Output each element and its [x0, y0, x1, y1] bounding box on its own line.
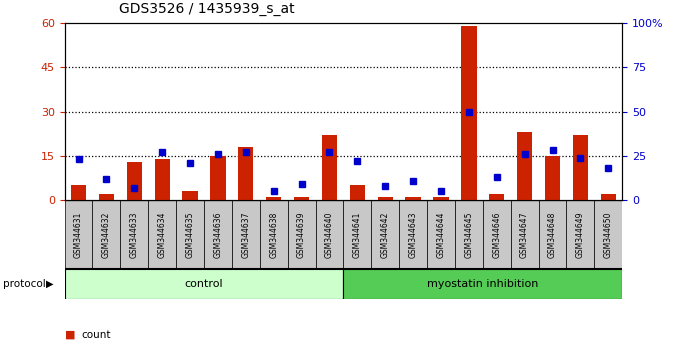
Bar: [399, 200, 427, 269]
Text: GSM344640: GSM344640: [325, 211, 334, 258]
Text: GSM344646: GSM344646: [492, 211, 501, 258]
Bar: [210, 156, 226, 200]
Text: GSM344649: GSM344649: [576, 211, 585, 258]
Text: GSM344638: GSM344638: [269, 211, 278, 258]
Bar: [461, 26, 477, 200]
Text: GSM344650: GSM344650: [604, 211, 613, 258]
Bar: [405, 197, 421, 200]
Bar: [126, 162, 142, 200]
Bar: [455, 200, 483, 269]
Bar: [322, 135, 337, 200]
Bar: [65, 200, 92, 269]
Bar: [545, 156, 560, 200]
Bar: [238, 147, 254, 200]
Text: GSM344636: GSM344636: [214, 211, 222, 258]
Text: GSM344631: GSM344631: [74, 211, 83, 258]
Text: myostatin inhibition: myostatin inhibition: [427, 279, 539, 289]
Bar: [573, 135, 588, 200]
Text: GSM344635: GSM344635: [186, 211, 194, 258]
Bar: [204, 200, 232, 269]
Bar: [316, 200, 343, 269]
Text: control: control: [185, 279, 223, 289]
Text: GSM344641: GSM344641: [353, 211, 362, 258]
Bar: [232, 200, 260, 269]
Text: GSM344643: GSM344643: [409, 211, 418, 258]
Bar: [517, 132, 532, 200]
Bar: [99, 194, 114, 200]
Text: GSM344639: GSM344639: [297, 211, 306, 258]
Bar: [260, 200, 288, 269]
Text: GSM344645: GSM344645: [464, 211, 473, 258]
Bar: [539, 200, 566, 269]
Text: GSM344648: GSM344648: [548, 211, 557, 258]
Text: ▶: ▶: [46, 279, 54, 289]
Text: GSM344644: GSM344644: [437, 211, 445, 258]
Bar: [350, 185, 365, 200]
Text: GDS3526 / 1435939_s_at: GDS3526 / 1435939_s_at: [119, 2, 294, 16]
Bar: [71, 185, 86, 200]
Bar: [594, 200, 622, 269]
Bar: [566, 200, 594, 269]
Bar: [120, 200, 148, 269]
Bar: [433, 197, 449, 200]
Text: GSM344634: GSM344634: [158, 211, 167, 258]
Bar: [266, 197, 282, 200]
Bar: [511, 200, 539, 269]
Bar: [176, 200, 204, 269]
Bar: [148, 200, 176, 269]
Bar: [288, 200, 316, 269]
Text: GSM344637: GSM344637: [241, 211, 250, 258]
Bar: [294, 197, 309, 200]
Bar: [343, 269, 622, 299]
Text: count: count: [82, 330, 111, 339]
Text: protocol: protocol: [3, 279, 46, 289]
Bar: [483, 200, 511, 269]
Bar: [377, 197, 393, 200]
Text: GSM344647: GSM344647: [520, 211, 529, 258]
Bar: [92, 200, 120, 269]
Text: GSM344642: GSM344642: [381, 211, 390, 258]
Text: GSM344633: GSM344633: [130, 211, 139, 258]
Bar: [65, 269, 343, 299]
Text: GSM344632: GSM344632: [102, 211, 111, 258]
Bar: [600, 194, 616, 200]
Bar: [427, 200, 455, 269]
Bar: [182, 191, 198, 200]
Bar: [489, 194, 505, 200]
Bar: [343, 200, 371, 269]
Bar: [371, 200, 399, 269]
Bar: [154, 159, 170, 200]
Text: ■: ■: [65, 330, 75, 339]
